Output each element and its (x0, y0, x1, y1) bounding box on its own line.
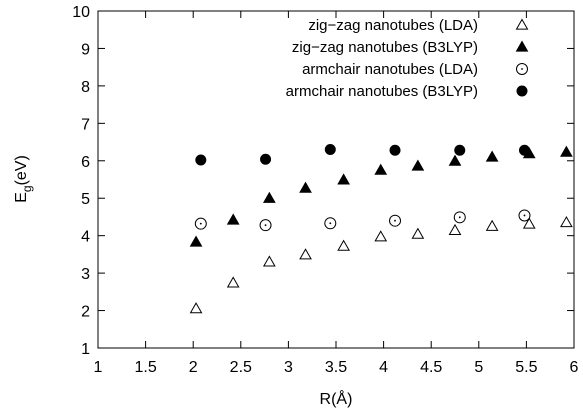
series-1 (189, 145, 573, 247)
y-tick-label: 9 (81, 41, 90, 58)
marker-center-dot (521, 68, 523, 70)
legend-label: zig−zag nanotubes (B3LYP) (292, 39, 478, 56)
x-axis-label: R(Å) (320, 389, 353, 408)
data-point (560, 145, 573, 157)
marker-circle (260, 153, 272, 165)
x-tick-label: 1.5 (134, 359, 156, 376)
y-tick-label: 2 (81, 304, 90, 321)
marker-circle (454, 144, 466, 156)
marker-center-dot (329, 222, 332, 225)
x-tick-label: 1 (94, 359, 103, 376)
data-point (411, 227, 425, 239)
legend-marker (515, 18, 529, 30)
legend-label: armchair nanotubes (B3LYP) (286, 83, 478, 100)
data-point (448, 223, 462, 236)
data-point (189, 302, 203, 314)
x-tick-label: 3 (284, 359, 293, 376)
data-point (518, 209, 531, 222)
data-point (389, 144, 401, 156)
x-tick-labels: 1 1.5 2 2.5 3 3.5 4 4.5 5 5.5 6 (94, 359, 579, 376)
data-point (374, 163, 388, 175)
x-tick-label: 6 (570, 359, 579, 376)
data-point (262, 191, 276, 203)
data-point (454, 144, 466, 156)
marker-circle (516, 85, 528, 97)
data-point (195, 154, 207, 166)
marker-center-dot (199, 222, 202, 225)
axis-ticks (97, 10, 575, 349)
x-tick-label: 5.5 (515, 359, 537, 376)
data-point (324, 217, 337, 230)
y-tick-label: 3 (81, 266, 90, 283)
data-point (194, 217, 207, 230)
data-point (518, 144, 530, 156)
y-tick-label: 8 (81, 79, 90, 96)
legend-marker (516, 63, 528, 75)
data-point (411, 159, 425, 171)
x-tick-label: 4 (379, 359, 388, 376)
x-tick-label: 4.5 (420, 359, 442, 376)
data-point (337, 239, 350, 251)
x-tick-label: 2.5 (230, 359, 252, 376)
legend-label: armchair nanotubes (LDA) (302, 61, 478, 78)
y-tick-label: 7 (81, 116, 90, 133)
y-axis-label: Eg(eV) (13, 155, 34, 203)
data-point (189, 235, 203, 247)
data-points (189, 144, 573, 314)
data-point (374, 230, 388, 242)
data-point (389, 214, 402, 227)
data-point (260, 153, 272, 165)
data-point (226, 213, 240, 225)
legend: zig−zag nanotubes (LDA) zig−zag nanotubes… (286, 17, 529, 100)
legend-marker (516, 85, 528, 97)
data-point (522, 217, 536, 229)
data-point (299, 181, 312, 193)
y-tick-label: 6 (81, 154, 90, 171)
series-0 (189, 216, 573, 314)
data-point (485, 150, 499, 162)
marker-center-dot (523, 214, 526, 217)
x-tick-label: 2 (189, 359, 198, 376)
data-point (299, 248, 312, 260)
data-point (324, 144, 336, 156)
data-point (226, 276, 240, 288)
y-tick-labels: 1 2 3 4 5 6 7 8 9 10 (72, 4, 90, 358)
data-point (259, 219, 272, 232)
data-point (453, 211, 466, 224)
y-axis-label-unit: (eV) (13, 155, 30, 185)
marker-center-dot (264, 224, 267, 227)
y-tick-label: 5 (81, 191, 90, 208)
series-2 (194, 209, 531, 232)
data-point (262, 255, 276, 267)
marker-circle (324, 144, 336, 156)
marker-circle (195, 154, 207, 166)
marker-circle (389, 144, 401, 156)
x-tick-label: 5 (474, 359, 483, 376)
y-tick-label: 4 (81, 229, 90, 246)
legend-label: zig−zag nanotubes (LDA) (308, 17, 478, 34)
data-point (337, 173, 350, 185)
marker-center-dot (458, 216, 461, 219)
data-point (560, 216, 573, 228)
legend-marker (515, 40, 529, 52)
x-tick-label: 3.5 (325, 359, 347, 376)
data-point (485, 219, 499, 231)
data-point (448, 154, 462, 166)
series-3 (195, 144, 530, 166)
marker-center-dot (394, 219, 396, 222)
y-tick-label: 10 (72, 4, 90, 21)
y-axis-label-main: E (13, 192, 30, 203)
y-axis-label-subscript: g (20, 185, 34, 192)
y-tick-label: 1 (81, 341, 90, 358)
marker-circle (518, 144, 530, 156)
